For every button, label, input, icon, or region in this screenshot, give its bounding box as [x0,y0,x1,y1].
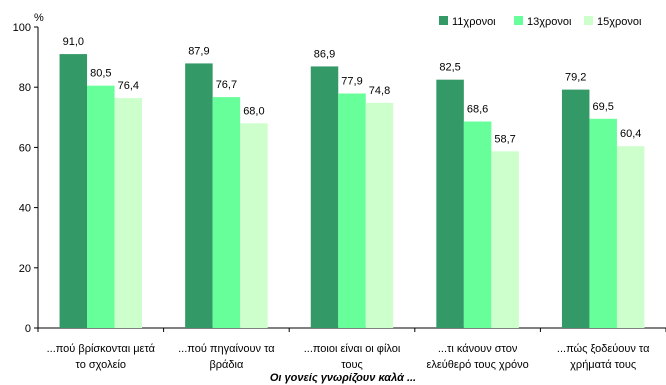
category-label: το σχολείο [76,359,127,371]
data-label: 91,0 [63,36,84,48]
category-label: βράδια [209,359,244,371]
data-labels: 91,0 87,9 86,9 82,5 79,2 80,5 76,7 77,9 68,6 69,5… [63,36,642,145]
y-tick-label: 100 [13,22,31,34]
legend-label: 13χρονοι [527,16,572,28]
y-tick-label: 40 [19,203,31,215]
bar [365,102,394,329]
bar [463,121,492,328]
data-label: 76,4 [118,80,139,92]
legend-label: 15χρονοι [597,16,642,28]
x-axis-title: Οι γονείς γνωρίζουν καλά ... [270,372,416,384]
data-label: 86,9 [314,48,335,60]
y-axis-unit-label: % [34,12,44,24]
data-label: 80,5 [90,68,111,80]
bar [561,89,590,328]
data-label: 68,6 [467,104,488,116]
legend-swatch [584,16,593,25]
y-tick-label: 60 [19,142,31,154]
bar [87,85,115,328]
category-label: ...πού βρίσκονται μετά [47,343,156,355]
bar [310,66,339,328]
data-label: 74,8 [369,85,390,97]
category-label: ...πώς ξοδεύουν τα [557,343,650,355]
data-label: 60,4 [620,128,641,140]
category-label: ...ποιοι είναι οι φίλοι [304,343,401,355]
data-label: 58,7 [494,133,515,145]
bar [240,123,268,328]
bar [59,54,88,329]
data-label: 68,0 [243,105,264,117]
bar [185,63,213,329]
bar [491,151,519,328]
bars [59,54,645,329]
bar [616,146,645,328]
legend-swatch [514,16,523,25]
bar [589,118,617,329]
data-label: 87,9 [188,45,209,57]
y-tick-label: 0 [25,323,31,335]
bar [114,98,143,328]
category-label: χρήματά τους [570,359,636,371]
y-tick-label: 20 [19,263,31,275]
bar [338,93,366,328]
y-tick-label: 80 [19,82,31,94]
data-label: 76,7 [216,79,237,91]
legend: 11χρονοι 13χρονοι 15χρονοι [439,16,642,28]
category-label: ...τι κάνουν στον [438,343,518,355]
category-label: τους [341,359,363,371]
bar [212,97,241,329]
legend-swatch [439,16,448,25]
axes: 0 20 40 60 80 100 ...πού βρίσκονται μετά το σχο… [13,22,666,371]
legend-label: 11χρονοι [452,16,496,28]
data-label: 69,5 [592,101,613,113]
category-label: ελεύθερό τους χρόνο [426,359,528,371]
category-label: ...πού πηγαίνουν τα [178,343,275,355]
data-label: 82,5 [439,62,460,74]
bar [436,79,464,328]
data-label: 77,9 [341,76,362,88]
data-label: 79,2 [565,72,586,84]
